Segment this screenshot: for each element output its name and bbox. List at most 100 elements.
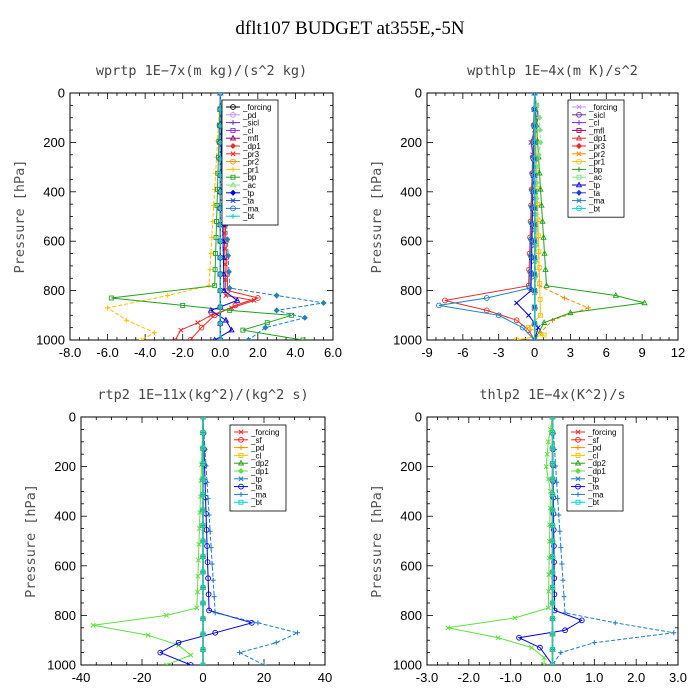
y-tick-label: 0 <box>58 86 65 101</box>
legend-label: _bp <box>588 165 603 174</box>
y-tick-label: 600 <box>43 234 65 249</box>
legend-marker <box>238 452 244 458</box>
legend-label: _ta <box>250 483 263 492</box>
y-tick-label: 0 <box>69 410 76 425</box>
series-marker <box>612 620 618 626</box>
y-tick-label: 400 <box>54 509 76 524</box>
series-marker <box>195 320 201 326</box>
series-line-dp1 <box>447 417 553 665</box>
y-axis-label: Pressure [hPa] <box>369 484 385 598</box>
series-line-bp <box>111 93 303 340</box>
y-tick-label: 400 <box>43 184 65 199</box>
series-marker <box>540 233 547 240</box>
series-marker <box>531 320 538 327</box>
series-marker <box>671 630 677 636</box>
series-marker <box>531 172 538 179</box>
legend-marker <box>576 127 582 133</box>
legend-marker <box>575 452 581 458</box>
series-marker <box>232 302 239 309</box>
series-marker <box>195 573 201 579</box>
series-group <box>445 417 677 665</box>
legend-marker <box>576 104 582 110</box>
series-marker <box>224 236 231 243</box>
series-marker <box>227 307 233 313</box>
legend-label: _ta <box>587 483 600 492</box>
legend-marker <box>229 189 237 196</box>
y-tick-label: 800 <box>400 283 422 298</box>
legend-label: _ma <box>587 490 604 499</box>
series-marker <box>255 295 261 301</box>
series-marker <box>203 510 209 517</box>
series-marker <box>537 139 544 146</box>
x-tick-label: 12 <box>671 345 685 360</box>
legend-box <box>567 99 625 218</box>
panel-2: wpthlp 1E−4x(m K)/s^2 Pressure [hPa] 0 200 4… <box>369 63 685 360</box>
series-marker <box>208 545 214 551</box>
x-tick-label: 9 <box>639 345 646 360</box>
series-marker <box>540 319 548 325</box>
series-marker <box>205 575 211 582</box>
series-line-ta <box>159 417 254 665</box>
series-marker <box>217 255 223 261</box>
series-marker <box>531 123 538 129</box>
y-tick-label: 600 <box>400 558 422 573</box>
series-marker <box>195 557 201 563</box>
legend-marker <box>230 166 236 172</box>
x-tick-label: 6.0 <box>324 345 342 360</box>
series-marker <box>550 417 555 420</box>
series-marker <box>105 305 111 311</box>
legend-marker <box>229 142 237 150</box>
series-marker <box>553 463 559 469</box>
series-marker <box>536 127 543 134</box>
y-tick-label: 1000 <box>393 658 422 673</box>
series-marker <box>217 304 223 310</box>
legend: _forcing_pd_sicl_cl_mfl_dp1_pr3_pr2_pr1_… <box>221 99 279 226</box>
series-marker <box>551 543 557 549</box>
y-tick-label: 0 <box>415 86 422 101</box>
legend: _forcing_sf_pd_cl_dp2_dp1_tp_ta_ma_bt <box>566 424 624 512</box>
series-marker <box>261 662 267 665</box>
series-marker <box>152 330 158 336</box>
series-marker <box>205 496 211 502</box>
panel-title: wprtp 1E−7x(m kg)/(s^2 kg) <box>96 63 307 79</box>
series-marker <box>526 312 532 318</box>
legend-marker <box>575 134 583 141</box>
series-marker <box>273 292 280 299</box>
legend-label: _forcing <box>250 428 279 437</box>
y-tick-label: 200 <box>54 459 76 474</box>
plot-frame <box>69 92 334 341</box>
y-tick-label: 400 <box>400 184 422 199</box>
series-marker <box>200 616 206 621</box>
series-marker <box>165 293 171 299</box>
y-tick-label: 200 <box>400 135 422 150</box>
series-marker <box>217 288 223 294</box>
series-marker <box>543 464 549 470</box>
series-group <box>90 417 301 665</box>
legend-label: _tp <box>242 189 255 198</box>
series-marker <box>531 287 538 294</box>
series-line-dp1 <box>93 417 204 665</box>
y-axis-label: Pressure [hPa] <box>369 160 385 274</box>
series-marker <box>217 93 223 96</box>
x-tick-label: 40 <box>318 670 332 685</box>
series-marker <box>163 612 169 618</box>
series-marker <box>541 332 547 338</box>
x-tick-label: -6 <box>457 345 469 360</box>
x-tick-label: -2.0 <box>172 345 194 360</box>
series-marker <box>578 617 585 624</box>
legend-label: _tp <box>250 475 263 484</box>
x-tick-label: -3 <box>493 345 505 360</box>
series-marker <box>200 507 206 513</box>
y-axis-label: Pressure [hPa] <box>12 160 28 274</box>
series-marker <box>436 302 442 309</box>
legend-label: _ma <box>242 204 259 213</box>
series-marker <box>320 299 327 306</box>
series-marker <box>204 543 210 549</box>
page-title: dflt107 BUDGET at355E,-5N <box>235 18 465 39</box>
legend-label: _mfl <box>242 134 258 143</box>
legend-marker <box>574 467 582 475</box>
series-marker <box>550 662 555 665</box>
series-marker <box>551 559 557 565</box>
series-marker <box>531 156 538 162</box>
series-marker <box>551 575 558 582</box>
